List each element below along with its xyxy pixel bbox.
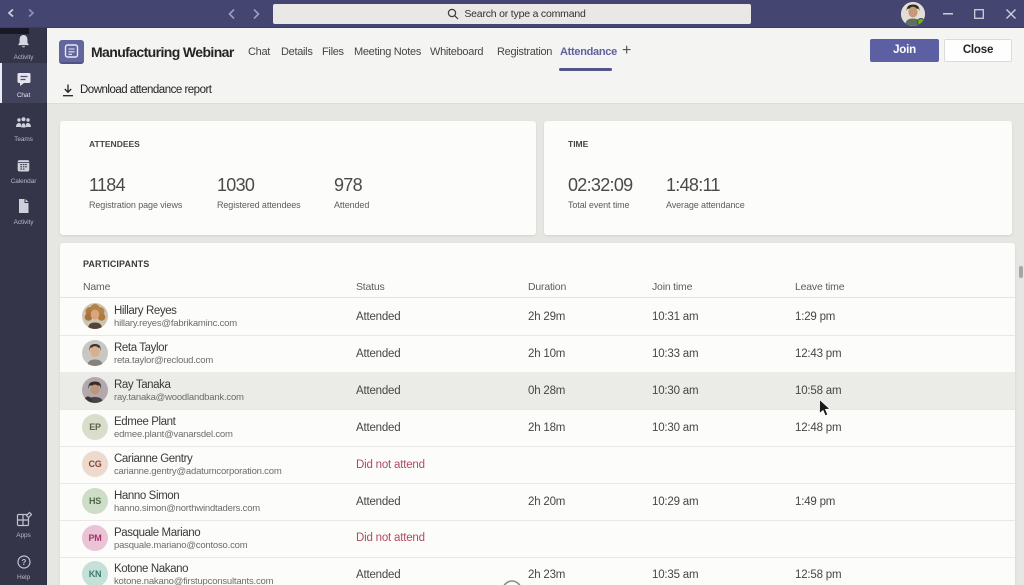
svg-text:?: ?	[21, 558, 26, 567]
